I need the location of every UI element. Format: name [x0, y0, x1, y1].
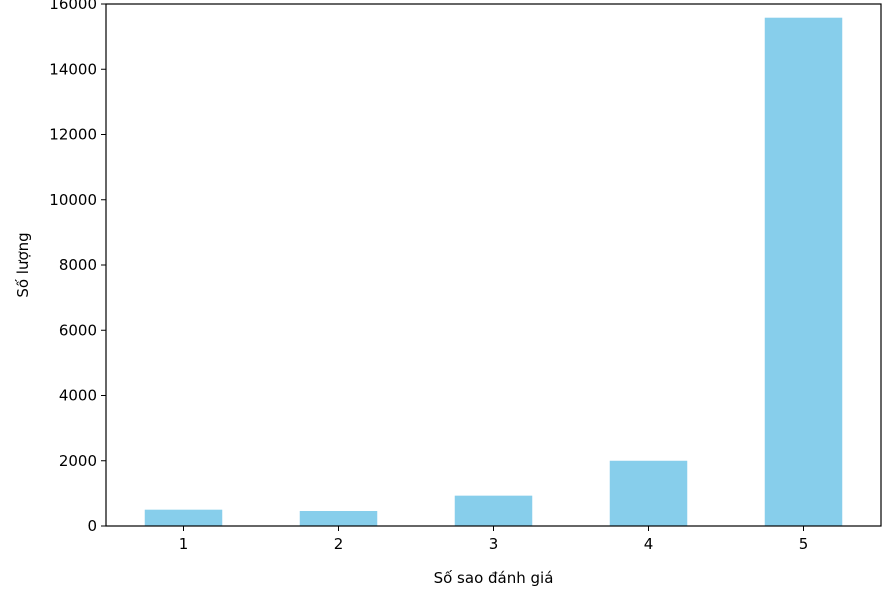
bars-group	[144, 17, 843, 526]
y-tick-label: 2000	[59, 452, 97, 470]
x-axis-label: Số sao đánh giá	[434, 569, 554, 587]
y-tick-label: 4000	[59, 387, 97, 405]
x-tick-label: 2	[334, 535, 344, 553]
y-axis-label: Số lượng	[14, 232, 32, 297]
y-tick-label: 12000	[49, 126, 97, 144]
y-tick-label: 10000	[49, 191, 97, 209]
y-axis-ticks: 0 2000 4000 6000 8000 10000 12000 14000 16000	[49, 0, 106, 535]
bar-2	[299, 510, 378, 526]
x-tick-label: 5	[799, 535, 809, 553]
bar-4	[609, 460, 688, 526]
x-axis-ticks: 1 2 3 4 5	[179, 526, 809, 553]
bar-3	[454, 495, 533, 526]
plot-frame	[105, 3, 882, 527]
y-tick-label: 8000	[59, 256, 97, 274]
y-tick-label: 0	[87, 517, 97, 535]
x-tick-label: 4	[644, 535, 654, 553]
y-tick-label: 6000	[59, 321, 97, 339]
x-tick-label: 1	[179, 535, 189, 553]
bar-5	[764, 17, 843, 526]
bar-1	[144, 509, 223, 526]
x-tick-label: 3	[489, 535, 499, 553]
y-tick-label: 14000	[49, 60, 97, 78]
y-tick-label: 16000	[49, 0, 97, 13]
